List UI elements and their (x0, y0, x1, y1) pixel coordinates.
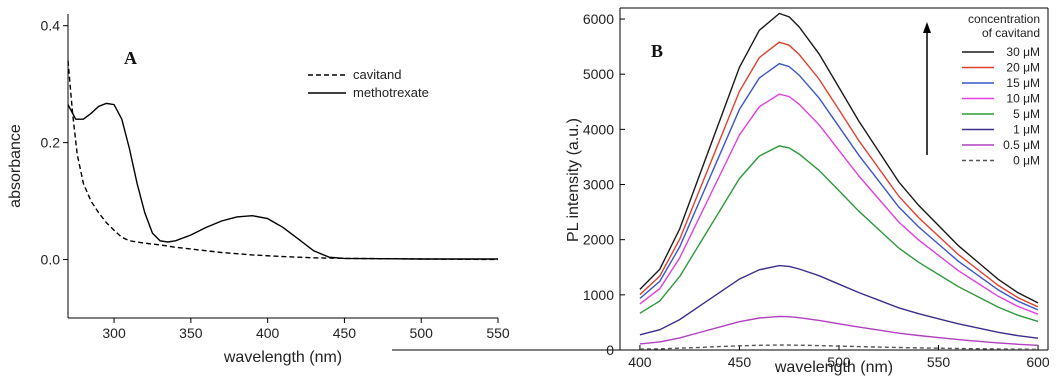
chart-b-legend-label: 15 μM (1006, 76, 1040, 90)
chart-a-legend-label: cavitand (353, 67, 401, 82)
chart-b-x-tick-label: 500 (827, 354, 851, 370)
chart-b-x-tick-label: 400 (628, 354, 652, 370)
chart-b-y-tick-label: 6000 (583, 11, 614, 27)
chart-a-x-tick-label: 450 (333, 325, 357, 341)
chart-a-y-tick-label: 0.4 (41, 18, 61, 34)
chart-b: 400 450 500 550 600 0 1000 2000 3000 4000 5000 600… (392, 7, 1050, 376)
chart-b-legend-label: 5 μM (1013, 107, 1040, 121)
chart-a: 300 350 400 450 500 550 0.0 0.2 0.4 A wavelengt… (7, 14, 510, 366)
chart-a-x-tick-label: 400 (256, 325, 280, 341)
chart-a-y-tick-label: 0.2 (41, 135, 61, 151)
chart-b-x-tick-label: 450 (728, 354, 752, 370)
chart-a-x-tick-label: 300 (102, 325, 126, 341)
chart-a-series-line-cavitand (67, 60, 499, 261)
chart-b-x-axis-title: wavelength (nm) (774, 359, 893, 376)
chart-b-series-line (639, 315, 1039, 346)
chart-b-series-line (639, 145, 1039, 323)
chart-a-x-axis-title: wavelength (nm) (223, 349, 342, 366)
chart-b-legend-title: of cavitand (982, 26, 1040, 40)
chart-b-series-line (639, 12, 1039, 304)
chart-a-legend-label: methotrexate (353, 85, 429, 100)
chart-b-x-tick-label: 600 (1026, 354, 1050, 370)
chart-b-y-tick-label: 3000 (583, 177, 614, 193)
chart-b-increase-arrow-head (923, 22, 931, 33)
chart-b-y-ticks: 0 1000 2000 3000 4000 5000 6000 (583, 11, 625, 358)
chart-a-series-line-methotrexate (67, 102, 498, 260)
chart-b-legend-label: 0.5 μM (1003, 138, 1040, 152)
chart-b-legend-label: 10 μM (1006, 92, 1040, 106)
chart-b-legend-label: 30 μM (1006, 45, 1040, 59)
chart-b-series-line (639, 62, 1039, 311)
chart-b-y-tick-label: 1000 (583, 287, 614, 303)
chart-a-y-axis-title: absorbance (7, 124, 24, 208)
chart-b-y-tick-label: 5000 (583, 66, 614, 82)
chart-a-x-ticks: 300 350 400 450 500 550 (102, 318, 510, 341)
chart-b-y-tick-label: 2000 (583, 232, 614, 248)
chart-a-legend: cavitand methotrexate (308, 67, 429, 100)
chart-a-panel-label: A (124, 48, 137, 68)
chart-b-panel-label: B (651, 41, 663, 61)
chart-b-x-tick-label: 550 (927, 354, 951, 370)
chart-b-legend-label: 20 μM (1006, 61, 1040, 75)
chart-a-series (67, 60, 499, 261)
chart-a-x-tick-label: 550 (486, 325, 510, 341)
chart-b-y-tick-label: 4000 (583, 121, 614, 137)
chart-a-x-tick-label: 350 (179, 325, 203, 341)
chart-b-y-tick-label: 0 (606, 342, 614, 358)
chart-b-series-line (639, 41, 1039, 308)
chart-b-series-line (639, 344, 1039, 350)
chart-b-legend-label: 1 μM (1013, 123, 1040, 137)
chart-b-y-axis-title: PL intensity (a.u.) (565, 118, 582, 242)
chart-b-legend-label: 0 μM (1013, 154, 1040, 168)
chart-b-series-line (639, 264, 1039, 339)
chart-a-y-ticks: 0.0 0.2 0.4 (41, 18, 68, 268)
chart-a-y-tick-label: 0.0 (41, 252, 61, 268)
chart-b-series (639, 12, 1039, 350)
chart-b-legend-title: concentration (968, 12, 1040, 26)
chart-b-series-line (639, 93, 1039, 315)
chart-a-x-tick-label: 500 (410, 325, 434, 341)
